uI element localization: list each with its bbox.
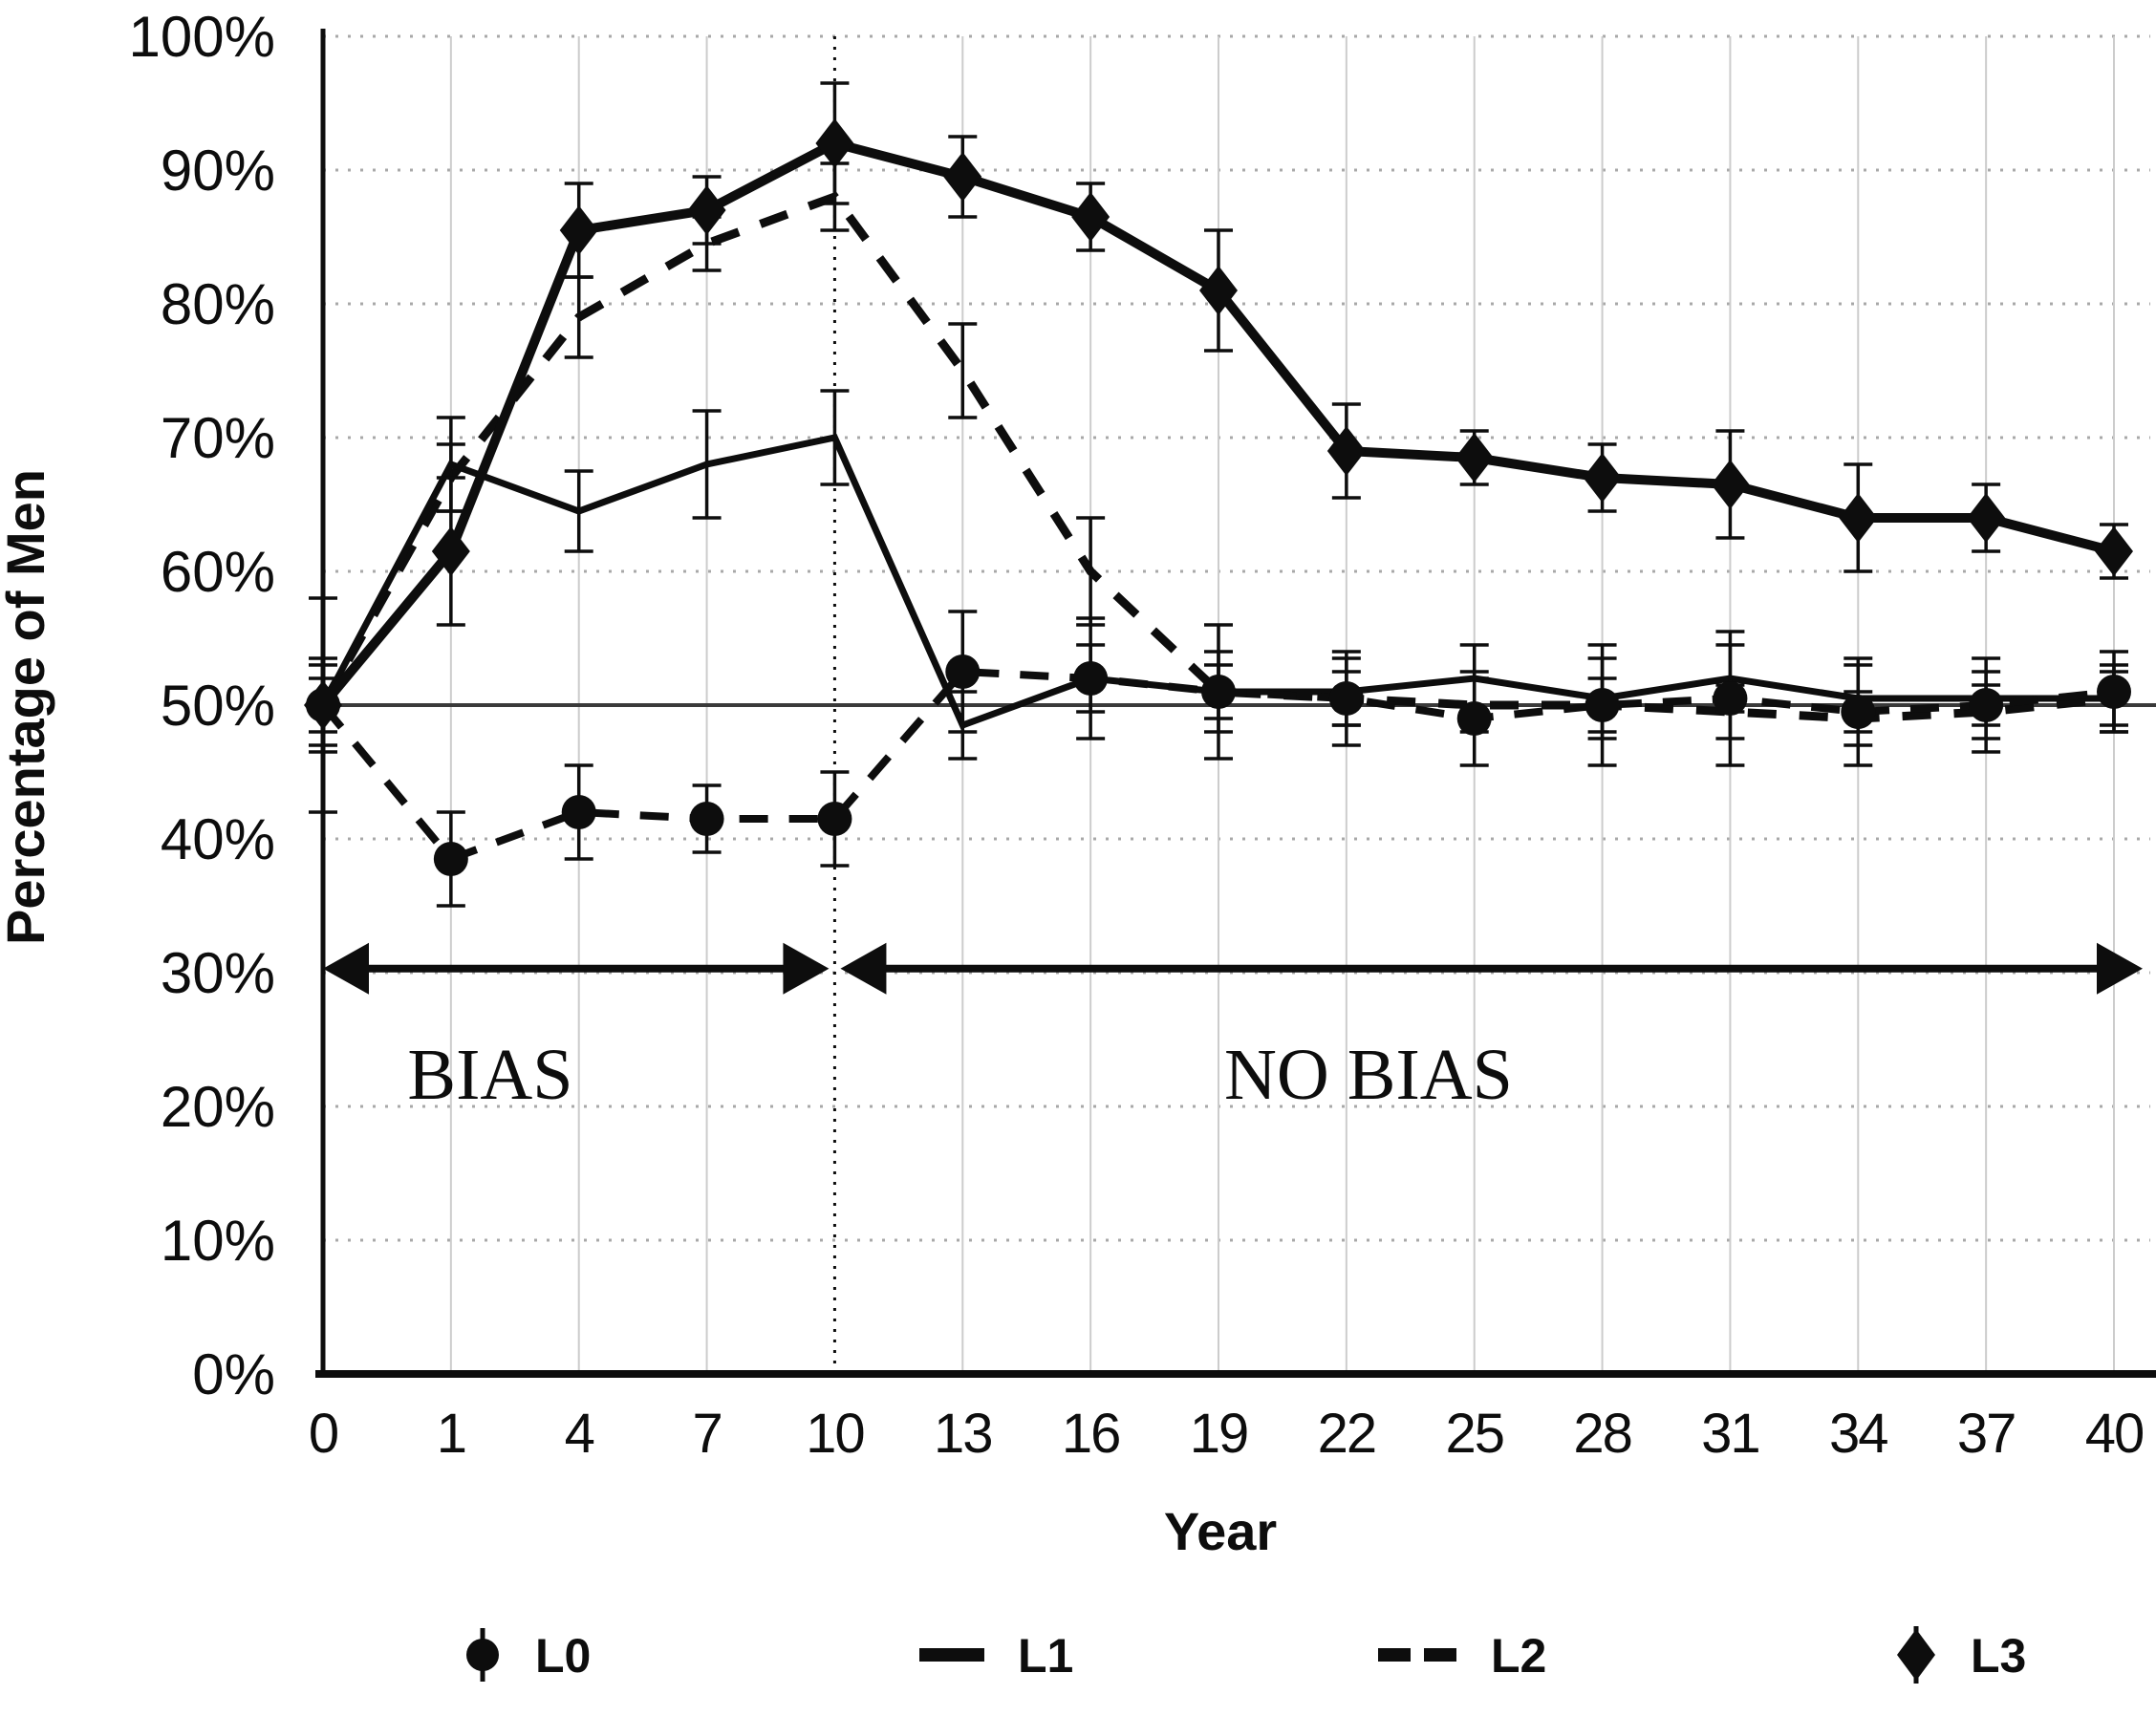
data-point-L3 [687, 185, 726, 235]
data-point-L3 [1839, 493, 1878, 543]
x-tick-label: 31 [1701, 1403, 1759, 1465]
x-tick-label: 16 [1062, 1403, 1120, 1465]
y-tick-label: 90% [161, 139, 275, 203]
data-point-L0 [1841, 695, 1876, 729]
no-bias-span-arrow-head-right [2097, 942, 2143, 995]
x-tick-label: 13 [934, 1403, 992, 1465]
x-tick-label: 37 [1957, 1403, 2016, 1465]
x-tick-label: 25 [1445, 1403, 1503, 1465]
data-point-L3 [559, 205, 598, 255]
x-tick-label: 28 [1573, 1403, 1631, 1465]
data-point-L3 [431, 526, 470, 576]
legend-label-l0: L0 [535, 1629, 591, 1683]
data-point-L3 [1455, 433, 1494, 483]
x-tick-label: 22 [1318, 1403, 1376, 1465]
data-point-L0 [561, 795, 596, 829]
x-tick-label: 40 [2085, 1403, 2144, 1465]
data-point-L3 [2095, 526, 2133, 576]
x-axis-title: Year [1164, 1501, 1277, 1561]
data-point-L0 [2097, 675, 2131, 709]
bias-phase-label: BIAS [407, 1035, 572, 1115]
y-tick-label: 80% [161, 272, 275, 336]
data-point-L0 [1713, 681, 1748, 716]
legend-marker-l0-circle-icon [466, 1639, 499, 1671]
no-bias-span-arrow-head-left [840, 942, 887, 995]
y-tick-label: 40% [161, 807, 275, 871]
series-line-L2 [319, 191, 2115, 723]
data-point-L3 [1199, 266, 1238, 315]
bias-span-arrow-head-left [323, 942, 369, 995]
data-point-L0 [1328, 681, 1364, 716]
y-tick-label: 70% [161, 406, 275, 470]
annotation-layer [323, 942, 2143, 995]
y-tick-label: 10% [161, 1209, 275, 1273]
data-point-L3 [1326, 426, 1366, 476]
data-point-L3 [943, 152, 982, 202]
bias-span-arrow [323, 942, 830, 995]
legend-label-l2: L2 [1491, 1629, 1546, 1683]
x-tick-label: 0 [309, 1403, 337, 1465]
data-point-L0 [945, 654, 981, 689]
x-tick-label: 19 [1190, 1403, 1248, 1465]
no-bias-span-arrow [840, 942, 2143, 995]
legend-marker-l3-diamond-icon [1897, 1629, 1935, 1681]
y-tick-label: 100% [129, 5, 275, 69]
legend-label-l1: L1 [1018, 1629, 1073, 1683]
legend: L0 L1 L2 L3 [466, 1626, 2026, 1684]
series-layer [304, 81, 2133, 908]
series-L3 [304, 81, 2133, 754]
legend-label-l3: L3 [1971, 1629, 2026, 1683]
x-tick-label: 7 [692, 1403, 721, 1465]
data-point-L0 [689, 802, 724, 836]
y-tick-label: 60% [161, 540, 275, 604]
data-point-L3 [815, 118, 854, 168]
tick-label-layer: 0% 10% 20% 30% 40% 50% 60% 70% 80% 90% 100% 0 1 4 7 10 1… [129, 5, 2145, 1465]
data-point-L0 [1585, 688, 1620, 722]
data-point-L3 [304, 680, 342, 730]
data-point-L0 [1073, 661, 1109, 696]
no-bias-phase-label: NO BIAS [1224, 1035, 1513, 1115]
y-tick-label: 0% [192, 1342, 275, 1406]
x-tick-label: 1 [437, 1403, 465, 1465]
data-point-L0 [817, 802, 852, 836]
data-point-L3 [1711, 460, 1750, 509]
x-tick-label: 10 [806, 1403, 864, 1465]
data-point-L3 [1967, 493, 2006, 543]
data-point-L3 [1583, 453, 1622, 503]
x-tick-label: 34 [1829, 1403, 1887, 1465]
y-tick-label: 50% [161, 674, 275, 738]
y-tick-label: 30% [161, 941, 275, 1005]
data-point-L0 [1201, 675, 1236, 709]
grid-layer [323, 34, 2156, 1374]
data-point-L0 [433, 842, 468, 876]
data-point-L0 [1969, 688, 2004, 722]
series-L0 [306, 610, 2131, 908]
y-axis-title: Percentage of Men [0, 469, 55, 945]
data-point-L3 [1071, 192, 1110, 242]
bias-span-arrow-head-right [783, 942, 830, 995]
y-tick-label: 20% [161, 1075, 275, 1139]
data-point-L0 [1456, 701, 1492, 736]
x-tick-label: 4 [565, 1403, 594, 1465]
